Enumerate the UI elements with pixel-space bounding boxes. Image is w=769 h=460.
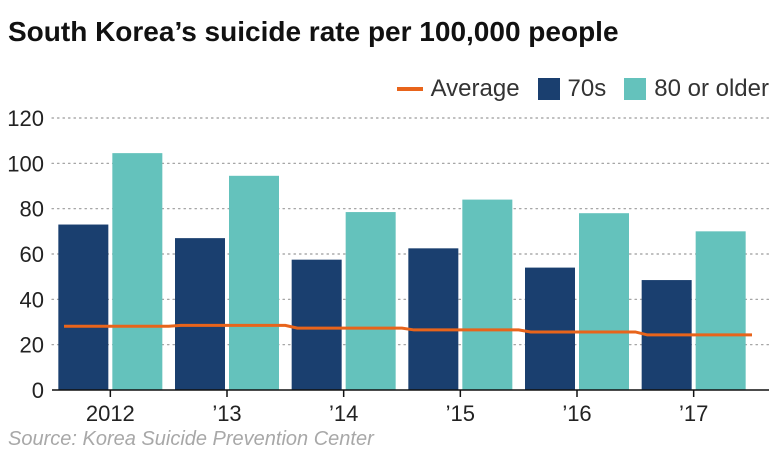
legend-swatch-70s bbox=[537, 78, 560, 100]
bar-80-or-older bbox=[462, 199, 513, 390]
x-tick-label: ’14 bbox=[329, 401, 358, 426]
chart-title: South Korea’s suicide rate per 100,000 p… bbox=[8, 16, 619, 47]
y-tick-label: 0 bbox=[32, 378, 44, 403]
legend-label-70s: 70s bbox=[567, 75, 607, 102]
y-tick-label: 60 bbox=[20, 242, 44, 267]
legend-item-80-or-older: 80 or older bbox=[624, 75, 769, 103]
bar-70s bbox=[408, 248, 459, 390]
y-tick-label: 100 bbox=[7, 151, 44, 176]
bar-70s bbox=[291, 259, 342, 390]
bar-70s bbox=[175, 238, 225, 390]
x-tick-label: 2012 bbox=[86, 401, 135, 426]
bar-80-or-older bbox=[345, 212, 396, 390]
y-tick-label: 120 bbox=[7, 106, 44, 131]
legend-label-80-or-older: 80 or older bbox=[654, 75, 769, 102]
bar-80-or-older bbox=[112, 153, 163, 390]
bar-70s bbox=[525, 267, 575, 390]
legend-line-average bbox=[396, 87, 423, 91]
x-tick-label: ’17 bbox=[679, 401, 708, 426]
y-tick-label: 40 bbox=[20, 287, 44, 312]
legend: Average 70s 80 or older bbox=[379, 74, 769, 104]
average-line bbox=[64, 323, 752, 337]
legend-label-average: Average bbox=[430, 75, 520, 102]
legend-swatch-80-or-older bbox=[624, 78, 647, 100]
legend-item-70s: 70s bbox=[537, 75, 607, 103]
bar-80-or-older bbox=[579, 213, 629, 390]
bar-80-or-older bbox=[695, 231, 746, 390]
x-tick-label: ’13 bbox=[212, 401, 241, 426]
bar-70s bbox=[58, 224, 109, 390]
x-tick-label: ’15 bbox=[446, 401, 475, 426]
bar-80-or-older bbox=[229, 175, 279, 390]
legend-item-average: Average bbox=[396, 75, 520, 103]
y-tick-label: 80 bbox=[20, 197, 44, 222]
y-tick-label: 20 bbox=[20, 333, 44, 358]
source-note: Source: Korea Suicide Prevention Center bbox=[8, 428, 374, 450]
x-tick-label: ’16 bbox=[562, 401, 591, 426]
